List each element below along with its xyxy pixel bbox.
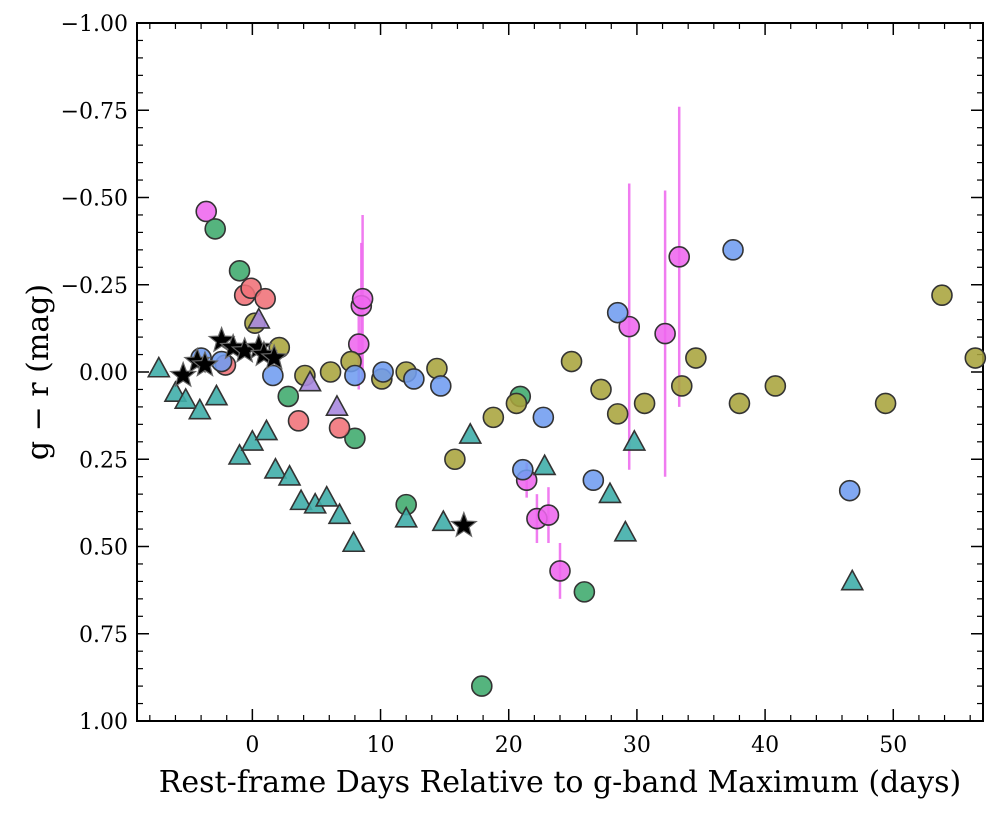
y-tick-label: 0.00 (79, 361, 128, 386)
data-point (505, 392, 528, 415)
data-point (319, 361, 342, 383)
data-point (187, 397, 212, 420)
data-point (426, 357, 448, 380)
data-point (670, 375, 693, 397)
data-point (598, 481, 622, 504)
data-point (685, 347, 707, 369)
axis-ticks (137, 22, 983, 722)
data-point (372, 361, 394, 383)
data-point (964, 347, 987, 369)
data-point (314, 484, 339, 507)
data-point (582, 469, 605, 491)
data-point (874, 392, 897, 415)
data-point (471, 675, 493, 697)
y-tick-label: −1.00 (61, 12, 128, 37)
data-point (482, 406, 505, 429)
data-point (532, 453, 557, 476)
x-tick-label: 0 (245, 733, 259, 758)
y-tick-label: −0.50 (61, 187, 128, 212)
data-markers (146, 200, 987, 697)
data-point (146, 355, 171, 378)
data-point (590, 378, 612, 401)
data-point (190, 350, 219, 377)
data-point (227, 443, 252, 465)
x-tick-label: 20 (495, 733, 523, 758)
data-point (449, 510, 478, 538)
data-point (207, 325, 236, 353)
data-point (560, 350, 583, 373)
data-point (618, 315, 641, 338)
data-point (728, 392, 751, 415)
data-point (613, 519, 638, 542)
data-point (204, 218, 226, 240)
data-point (606, 403, 629, 425)
data-point (246, 306, 271, 329)
x-tick-labels: 0 10 20 30 40 50 (245, 733, 907, 758)
data-point (573, 581, 596, 603)
data-point (195, 200, 218, 223)
data-point (260, 343, 289, 370)
data-point (931, 284, 953, 307)
y-tick-label: 0.75 (79, 623, 128, 648)
data-point (277, 464, 302, 486)
data-point (537, 504, 560, 526)
x-axis-label: Rest-frame Days Relative to g-band Maxim… (159, 765, 961, 800)
data-point (512, 458, 534, 481)
data-point (204, 383, 229, 406)
data-point (654, 322, 676, 345)
data-point (263, 457, 288, 479)
data-point (838, 479, 861, 502)
data-point (458, 422, 483, 444)
x-tick-label: 30 (623, 733, 651, 758)
data-point (298, 369, 322, 392)
data-point (532, 406, 555, 429)
data-point (403, 368, 425, 390)
data-point (163, 380, 188, 402)
y-tick-label: −0.75 (61, 99, 128, 124)
data-point (840, 568, 865, 591)
data-point (254, 287, 276, 310)
x-tick-label: 10 (367, 733, 395, 758)
y-tick-labels: −1.00 −0.75 −0.50 −0.25 0.00 0.25 0.50 0.75 1.00 (61, 12, 128, 735)
data-point (173, 387, 198, 409)
data-point (622, 429, 647, 451)
data-point (549, 560, 571, 582)
data-point (764, 375, 787, 397)
data-point (394, 505, 419, 528)
data-point (444, 448, 466, 471)
data-point (327, 502, 352, 525)
data-point (262, 364, 284, 387)
y-tick-label: 0.25 (79, 448, 128, 473)
data-point (169, 360, 198, 388)
data-point (668, 246, 691, 268)
y-tick-label: 1.00 (79, 710, 128, 735)
data-point (277, 385, 300, 408)
data-point (289, 488, 313, 511)
data-point (722, 239, 744, 261)
data-point (228, 259, 251, 282)
y-axis-label: g − r (mag) (21, 284, 56, 460)
data-point (240, 429, 265, 451)
data-point (325, 394, 349, 416)
x-tick-label: 50 (879, 733, 907, 758)
y-tick-label: −0.25 (61, 274, 128, 299)
data-point (287, 410, 310, 432)
data-point (351, 287, 374, 310)
data-point (328, 417, 351, 439)
y-tick-label: 0.50 (79, 536, 128, 561)
data-point (606, 301, 629, 324)
x-tick-label: 40 (751, 733, 779, 758)
data-point (431, 509, 456, 532)
data-point (429, 375, 452, 397)
data-point (254, 418, 279, 441)
data-point (344, 427, 366, 450)
data-point (344, 364, 366, 387)
data-point (633, 392, 656, 415)
data-point (341, 530, 366, 553)
